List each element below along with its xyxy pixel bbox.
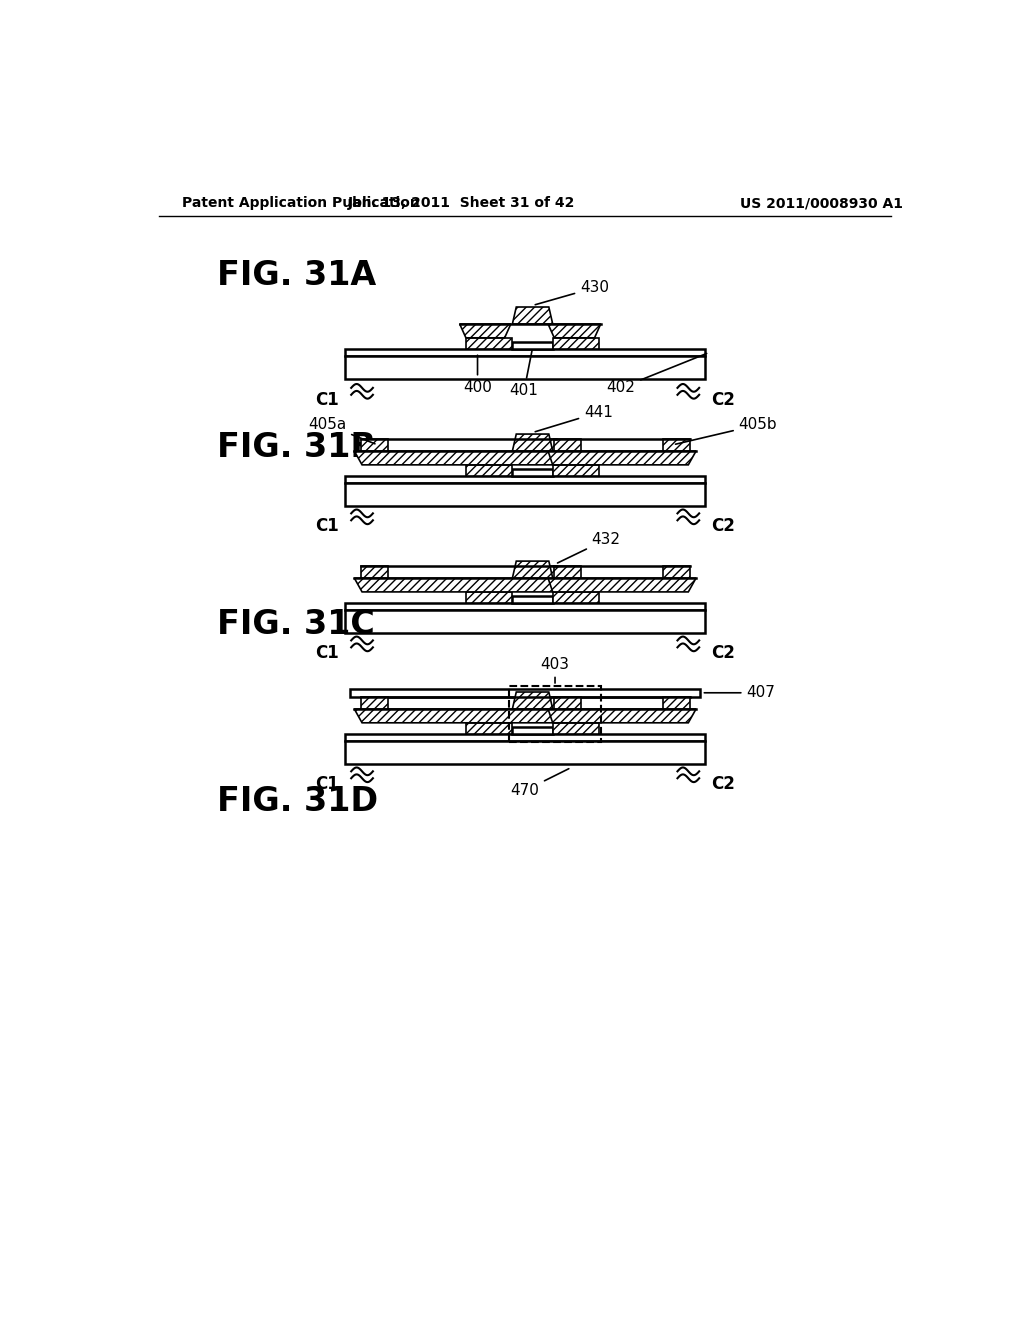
Text: 401: 401	[510, 351, 539, 399]
Bar	[554, 697, 556, 709]
Text: C2: C2	[712, 644, 735, 661]
Polygon shape	[512, 692, 553, 709]
Text: C2: C2	[712, 516, 735, 535]
Text: 400: 400	[463, 355, 492, 396]
Polygon shape	[548, 578, 696, 591]
Bar	[345, 734, 706, 741]
Bar	[553, 338, 599, 350]
Polygon shape	[548, 323, 601, 338]
Bar	[350, 689, 700, 697]
Text: 405a: 405a	[308, 417, 375, 444]
Bar	[512, 726, 553, 734]
Bar	[554, 697, 582, 709]
Text: FIG. 31D: FIG. 31D	[217, 785, 378, 818]
Polygon shape	[548, 709, 696, 723]
Bar	[345, 350, 706, 355]
Text: FIG. 31C: FIG. 31C	[217, 607, 375, 640]
Text: C2: C2	[712, 775, 735, 792]
Polygon shape	[512, 561, 553, 578]
Bar	[553, 591, 599, 603]
Text: C1: C1	[315, 644, 339, 661]
Bar	[345, 610, 706, 632]
Bar	[663, 566, 690, 578]
Polygon shape	[548, 451, 696, 465]
Bar	[345, 355, 706, 379]
Polygon shape	[512, 308, 553, 323]
Text: US 2011/0008930 A1: US 2011/0008930 A1	[740, 197, 903, 210]
Bar	[466, 591, 512, 603]
Text: C1: C1	[315, 391, 339, 409]
Bar	[512, 342, 553, 350]
Text: 405b: 405b	[676, 417, 777, 445]
Polygon shape	[354, 451, 562, 465]
Bar	[528, 438, 556, 451]
Text: 403: 403	[541, 657, 569, 682]
Text: 432: 432	[557, 532, 621, 564]
Bar	[663, 438, 690, 451]
Bar	[554, 566, 582, 578]
Text: 441: 441	[536, 405, 612, 432]
Bar	[466, 465, 512, 477]
Text: Jan. 13, 2011  Sheet 31 of 42: Jan. 13, 2011 Sheet 31 of 42	[347, 197, 574, 210]
Bar	[553, 723, 599, 734]
Bar	[553, 465, 599, 477]
Bar	[554, 566, 556, 578]
Bar	[360, 438, 388, 451]
Text: 407: 407	[705, 685, 775, 701]
Text: C1: C1	[315, 516, 339, 535]
Bar	[345, 741, 706, 763]
Bar	[528, 566, 556, 578]
Polygon shape	[354, 709, 562, 723]
Bar	[663, 697, 690, 709]
Polygon shape	[354, 578, 562, 591]
Bar	[512, 469, 553, 477]
Bar	[360, 697, 388, 709]
Bar	[345, 603, 706, 610]
Bar	[466, 723, 512, 734]
Bar	[360, 566, 388, 578]
Polygon shape	[512, 434, 553, 451]
Bar	[554, 438, 582, 451]
Bar	[512, 595, 553, 603]
Bar	[345, 477, 706, 483]
Bar	[528, 697, 556, 709]
Text: C1: C1	[315, 775, 339, 792]
Text: 470: 470	[510, 768, 568, 799]
Bar	[345, 483, 706, 506]
Bar	[509, 686, 601, 742]
Polygon shape	[460, 323, 511, 338]
Text: 402: 402	[606, 354, 707, 396]
Text: Patent Application Publication: Patent Application Publication	[182, 197, 420, 210]
Text: FIG. 31B: FIG. 31B	[217, 430, 376, 463]
Text: FIG. 31A: FIG. 31A	[217, 259, 377, 292]
Bar	[466, 338, 512, 350]
Text: 430: 430	[536, 280, 609, 305]
Text: C2: C2	[712, 391, 735, 409]
